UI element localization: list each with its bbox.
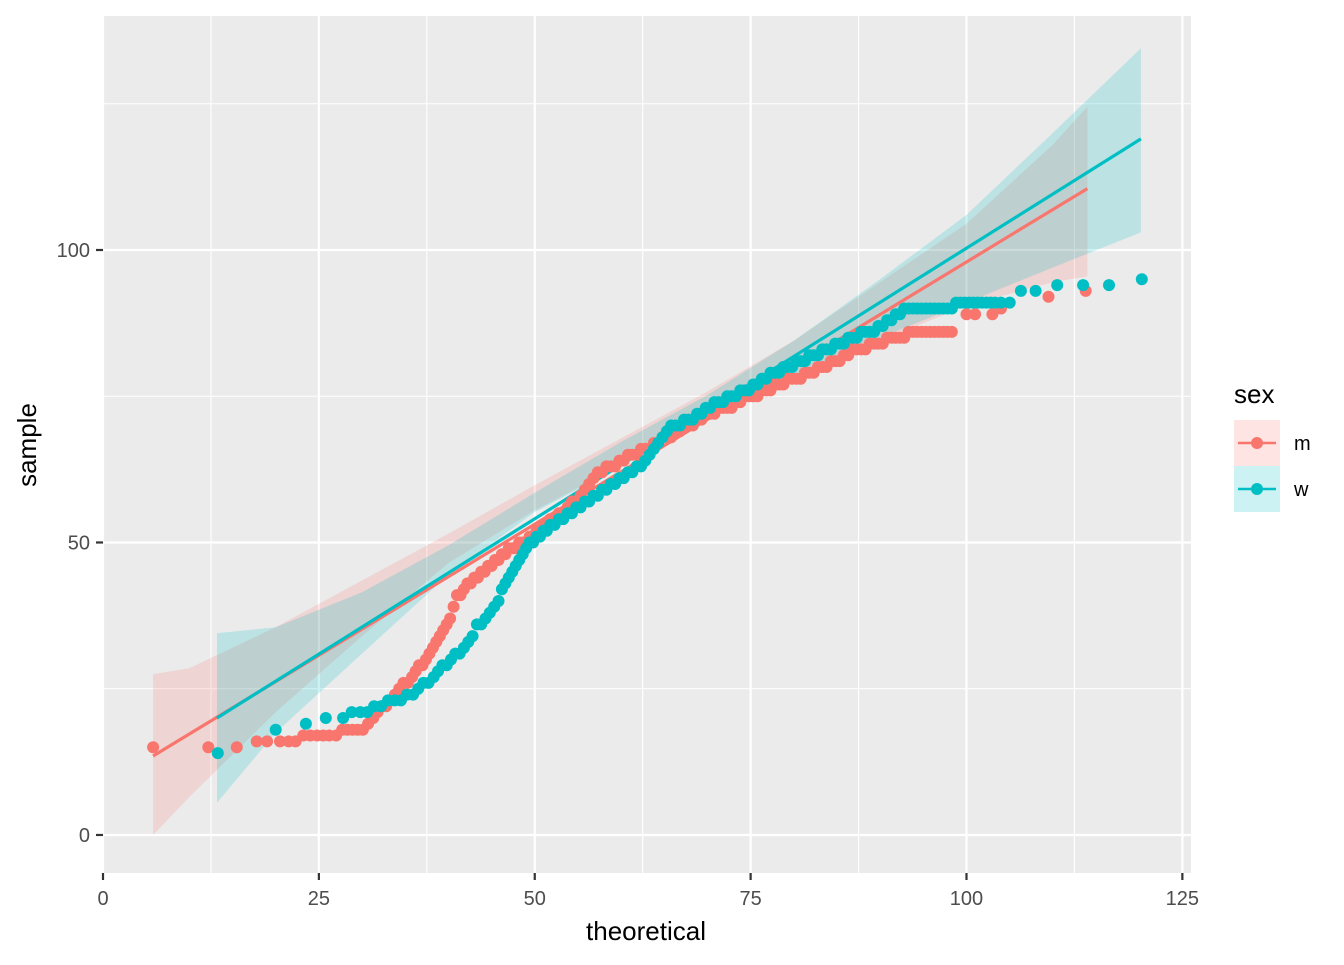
legend-point-m: [1251, 437, 1263, 449]
legend-label-m: m: [1294, 433, 1311, 455]
x-axis-title: theoretical: [586, 916, 706, 946]
point-m: [444, 612, 457, 625]
legend: sex mw: [1234, 379, 1311, 512]
point-m: [945, 325, 958, 338]
point-w: [1077, 279, 1090, 292]
point-m: [969, 308, 982, 321]
point-w: [1014, 284, 1027, 297]
x-axis: 0 25 50 75 100 125: [97, 873, 1199, 910]
y-tick-label: 50: [68, 532, 90, 554]
point-m: [274, 735, 286, 748]
points: [147, 273, 1148, 760]
point-w: [211, 747, 224, 760]
point-w: [319, 712, 332, 724]
point-w: [269, 723, 282, 736]
legend-keys: mw: [1234, 420, 1311, 512]
point-m: [147, 741, 160, 754]
point-w: [1135, 273, 1148, 286]
y-axis: 0 50 100: [57, 240, 103, 847]
point-w: [492, 595, 505, 607]
point-w: [1003, 296, 1016, 309]
x-tick-label: 0: [97, 888, 108, 910]
x-tick-label: 100: [950, 888, 983, 910]
legend-point-w: [1251, 483, 1263, 495]
point-w: [1051, 279, 1064, 292]
y-axis-title: sample: [12, 403, 42, 487]
point-m: [1042, 290, 1055, 303]
point-m: [230, 741, 243, 754]
y-tick-label: 100: [57, 240, 90, 262]
point-w: [299, 717, 312, 730]
point-m: [250, 735, 263, 748]
y-tick-label: 0: [79, 825, 90, 847]
x-tick-label: 50: [524, 888, 546, 910]
point-m: [202, 741, 215, 754]
point-m: [986, 308, 999, 321]
point-m: [261, 735, 274, 748]
legend-title: sex: [1234, 379, 1274, 409]
point-m: [960, 308, 973, 321]
point-w: [1029, 284, 1042, 297]
x-tick-label: 25: [308, 888, 330, 910]
point-w: [1103, 279, 1115, 292]
x-tick-label: 75: [739, 888, 761, 910]
x-tick-label: 125: [1166, 888, 1199, 910]
point-w: [345, 706, 358, 719]
point-m: [447, 600, 460, 613]
point-w: [466, 630, 479, 643]
legend-label-w: w: [1293, 479, 1309, 501]
point-w: [995, 296, 1007, 309]
point-w: [337, 712, 350, 724]
